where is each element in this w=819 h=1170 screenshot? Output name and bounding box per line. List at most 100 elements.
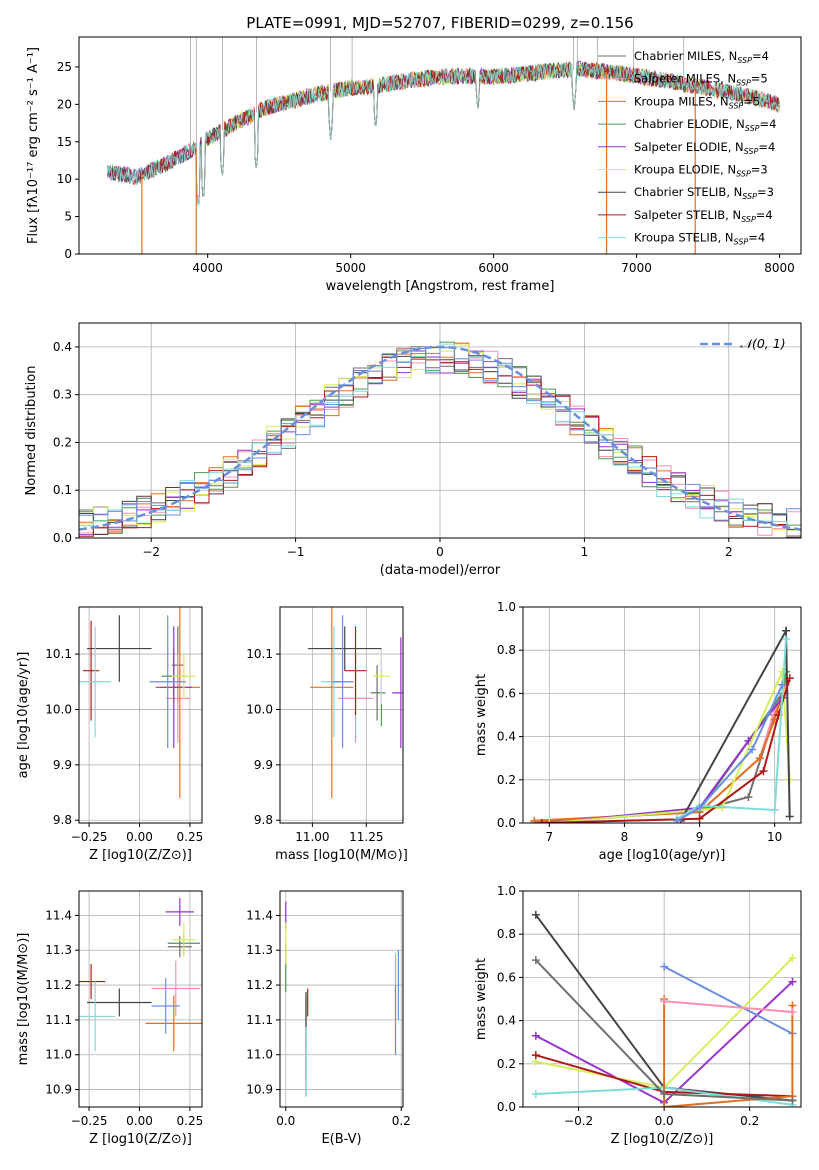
x-tick-label: 0 [436, 545, 444, 559]
mass-weight-marker [785, 812, 794, 821]
x-tick-label: 0.2 [392, 1114, 411, 1128]
y-axis-label: mass weight [474, 958, 489, 1040]
mass-weight-marker [531, 1090, 540, 1099]
x-tick-label: 0.25 [177, 830, 204, 844]
spectrum-frame [78, 36, 802, 255]
y-tick-label: 0.3 [53, 388, 72, 402]
legend-entry-sub: SSP [736, 79, 751, 88]
y-tick-label: 11.3 [45, 943, 72, 957]
mass-weight-marker [537, 819, 546, 823]
mass-weight-marker [781, 635, 790, 644]
legend-entry-name: Salpeter ELODIE, N [634, 140, 744, 154]
mass-weight-marker [785, 674, 794, 683]
y-tick-label: 11.4 [246, 908, 273, 922]
mass-vs-Z-panel: −0.25 0.00 0.25 10.9 11.0 11.1 11.2 11.3 11.4 Z [… [16, 890, 203, 1147]
mass-weight-marker [531, 956, 540, 965]
mass-weight-marker [660, 1103, 669, 1107]
y-tick-label: 10.0 [45, 702, 72, 716]
mass-weight-marker [660, 1090, 669, 1099]
mass-weight-vs-age-panel: 7 8 9 10 0.0 0.2 0.4 0.6 0.8 1.0 age [log10(age/yr… [474, 600, 802, 863]
mass-weight-marker [778, 667, 787, 676]
x-axis-label: wavelength [Angstrom, rest frame] [326, 279, 555, 294]
legend-entry-sub: SSP [745, 124, 760, 133]
figure-title: PLATE=0991, MJD=52707, FIBERID=0299, z=0… [246, 14, 633, 32]
legend-entry-value: =3 [751, 163, 768, 177]
x-tick-label: 2 [725, 545, 733, 559]
mass-weight-marker [755, 754, 764, 763]
legend-entry: Salpeter STELIB, NSSP=4 [634, 208, 773, 224]
legend-entry-value: =4 [758, 140, 775, 154]
y-tick-label: 5 [64, 210, 72, 224]
mass-weight-vs-age-frame [522, 606, 802, 824]
y-axis-label: age [log10(age/yr)] [16, 652, 31, 779]
legend-entry-sub: SSP [744, 147, 759, 156]
y-tick-label: 1.0 [497, 884, 516, 898]
legend-entry: Kroupa STELIB, NSSP=4 [634, 231, 765, 247]
y-tick-label: 11.2 [246, 978, 273, 992]
mass-weight-marker [531, 1051, 540, 1060]
legend-entry: Chabrier STELIB, NSSP=3 [634, 185, 774, 201]
y-axis-label: mass [log10(M/M⊙)] [16, 933, 31, 1066]
mass-vs-Z-plot-area [79, 897, 202, 1052]
x-axis-label: Z [log10(Z/Z⊙)] [89, 848, 192, 863]
x-tick-label: 0.0 [276, 1114, 295, 1128]
x-tick-label: 0.00 [126, 830, 153, 844]
x-tick-label: 7000 [621, 261, 652, 275]
y-tick-label: 20 [57, 97, 72, 111]
x-tick-label: 9 [696, 830, 704, 844]
legend-entry: Chabrier MILES, NSSP=4 [634, 49, 769, 65]
y-tick-label: 11.0 [45, 1048, 72, 1062]
x-tick-label: 0.0 [655, 1114, 674, 1128]
mass-weight-marker [660, 962, 669, 971]
legend-entry: Kroupa ELODIE, NSSP=3 [634, 163, 768, 179]
y-tick-label: 25 [57, 60, 72, 74]
mass-vs-EBV-frame [279, 890, 404, 1108]
legend-entry-value: =4 [760, 117, 777, 131]
histogram-extra [79, 347, 801, 524]
mass-weight-marker [545, 819, 554, 823]
y-tick-label: 11.4 [45, 908, 72, 922]
residual-distribution-panel: −2 −1 0 1 2 0.0 0.1 0.2 0.3 0.4 (data-model)/error… [24, 322, 802, 578]
x-tick-label: −2 [142, 545, 160, 559]
y-axis-label: Flux [fλ10⁻¹⁷ erg cm⁻² s⁻¹ A⁻¹] [26, 47, 41, 244]
age-vs-mass-panel: 11.00 11.25 9.8 9.9 10.0 10.1 mass [log10(M/M⊙… [246, 606, 408, 863]
mass-weight-vs-Z-plot-area [531, 910, 797, 1107]
x-tick-label: −1 [287, 545, 305, 559]
y-tick-label: 9.8 [53, 813, 72, 827]
age-vs-Z-plot-area [79, 607, 200, 799]
y-tick-label: 9.8 [254, 813, 273, 827]
mass-weight-marker [788, 953, 797, 962]
legend-entry-name: Kroupa ELODIE, N [634, 163, 736, 177]
mass-weight-marker [778, 680, 787, 689]
mass-weight-vs-Z-panel: −0.2 0.0 0.2 0.0 0.2 0.4 0.6 0.8 1.0 Z [log10(Z/Z… [474, 884, 802, 1147]
mass-weight-marker [781, 626, 790, 635]
mass-weight-line [676, 639, 787, 820]
legend-entry-name: Chabrier MILES, N [634, 49, 737, 63]
x-axis-label: E(B-V) [321, 1132, 361, 1147]
mass-weight-line [663, 999, 794, 1107]
y-tick-label: 10.0 [246, 702, 273, 716]
y-tick-label: 0.2 [497, 773, 516, 787]
legend-entry-name: Chabrier ELODIE, N [634, 117, 745, 131]
x-tick-label: 0.2 [740, 1114, 759, 1128]
legend-entry: Salpeter MILES, NSSP=5 [634, 72, 768, 88]
mass-weight-marker [531, 910, 540, 919]
legend-entry-sub: SSP [737, 56, 752, 65]
age-vs-mass-frame [279, 606, 404, 824]
legend-entry-sub: SSP [736, 170, 751, 179]
legend-entry-value: =4 [748, 231, 765, 245]
mass-weight-marker [695, 803, 704, 812]
x-tick-label: 5000 [335, 261, 366, 275]
x-tick-label: −0.25 [71, 1114, 108, 1128]
y-tick-label: 0.0 [497, 1100, 516, 1114]
y-tick-label: 10.9 [246, 1083, 273, 1097]
legend-entry-name: Chabrier STELIB, N [634, 185, 742, 199]
x-axis-label: (data-model)/error [380, 563, 501, 578]
y-tick-label: 0.4 [497, 730, 516, 744]
x-tick-label: 4000 [192, 261, 223, 275]
x-tick-label: 1 [581, 545, 589, 559]
legend-entry: Salpeter ELODIE, NSSP=4 [634, 140, 775, 156]
y-tick-label: 0.6 [497, 970, 516, 984]
x-tick-label: 0.00 [126, 1114, 153, 1128]
mass-vs-EBV-plot-area [285, 901, 399, 1097]
